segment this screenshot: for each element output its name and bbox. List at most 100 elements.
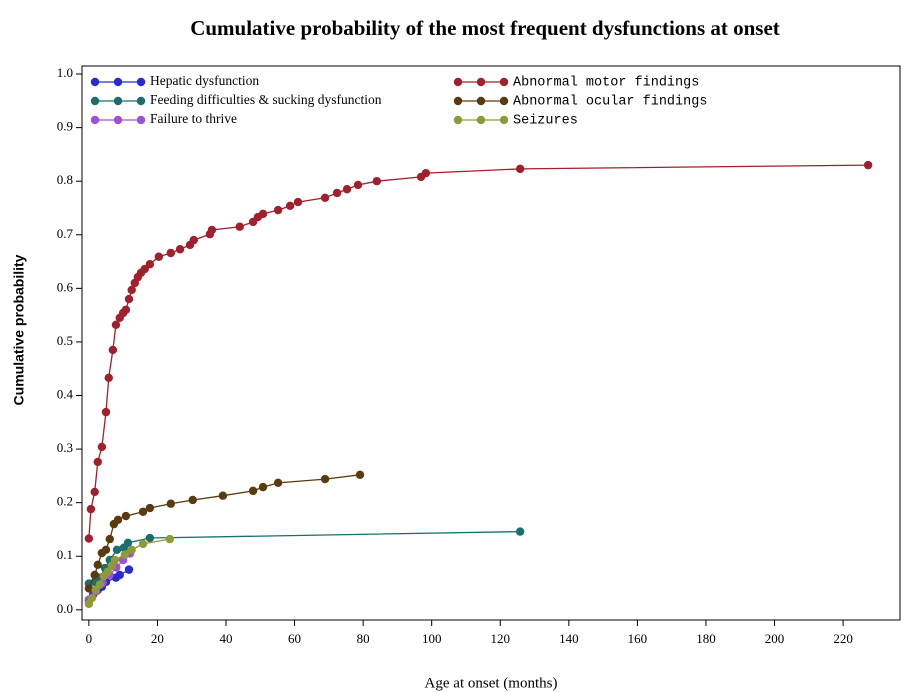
data-point <box>258 482 268 492</box>
y-tick-label: 0.9 <box>57 119 73 134</box>
y-tick-label: 0.3 <box>57 440 73 455</box>
legend-label: Abnormal motor findings <box>513 76 699 91</box>
data-point <box>113 515 123 525</box>
data-point <box>90 570 99 580</box>
data-point <box>165 534 174 544</box>
data-point <box>127 545 136 555</box>
data-point <box>515 527 525 536</box>
data-point <box>121 511 131 521</box>
data-point <box>123 538 133 548</box>
legend-label: Abnormal ocular findings <box>513 95 707 110</box>
data-point <box>320 193 330 203</box>
y-axis-label: Cumulative probability <box>11 254 27 405</box>
data-point <box>145 503 155 513</box>
series-line <box>88 164 869 539</box>
y-tick-label: 0.6 <box>57 279 74 294</box>
x-tick-label: 160 <box>628 631 648 646</box>
data-point <box>285 201 295 211</box>
data-point <box>108 345 118 355</box>
data-point <box>372 176 382 186</box>
data-point <box>235 222 244 231</box>
data-point <box>112 545 122 555</box>
data-point <box>86 504 96 514</box>
x-tick-label: 200 <box>765 631 785 646</box>
legend-marker <box>136 115 146 125</box>
data-point <box>111 320 121 329</box>
legend-marker <box>476 77 486 87</box>
data-point <box>110 555 120 565</box>
data-point <box>97 442 107 452</box>
legend-marker <box>90 96 100 106</box>
legend-marker <box>499 96 509 106</box>
legend-label: Failure to thrive <box>150 111 237 126</box>
data-point <box>189 235 198 245</box>
data-point <box>115 570 124 580</box>
legend-marker <box>90 115 100 125</box>
data-point <box>355 470 365 480</box>
data-point <box>138 539 148 549</box>
data-point <box>95 580 105 589</box>
data-point <box>84 584 94 593</box>
data-point <box>93 560 102 570</box>
y-tick-label: 0.4 <box>57 386 74 401</box>
y-tick-label: 0.7 <box>57 226 74 241</box>
data-point <box>101 407 111 417</box>
x-tick-label: 0 <box>86 631 93 646</box>
legend-marker <box>499 77 509 87</box>
legend-label: Hepatic dysfunction <box>150 73 259 88</box>
plot-frame <box>81 65 901 621</box>
data-point <box>273 205 283 215</box>
legend-marker <box>113 77 123 87</box>
data-point <box>90 487 99 497</box>
data-point <box>175 245 185 254</box>
data-point <box>248 486 258 496</box>
legend-marker <box>136 96 146 106</box>
data-point <box>421 168 431 178</box>
data-point <box>104 373 113 383</box>
legend-marker <box>453 115 463 125</box>
data-point <box>103 567 112 576</box>
data-point <box>127 285 136 295</box>
x-tick-label: 220 <box>833 631 853 646</box>
data-point <box>87 593 97 603</box>
data-point <box>863 160 873 170</box>
data-point <box>84 534 94 543</box>
legend-marker <box>90 77 100 87</box>
legend-marker <box>113 96 123 106</box>
data-point <box>138 507 148 516</box>
data-point <box>188 495 197 505</box>
y-tick-label: 0.5 <box>57 333 73 348</box>
data-point <box>293 197 303 207</box>
data-point <box>515 164 525 174</box>
legend-marker <box>476 96 486 106</box>
data-point <box>258 209 268 219</box>
legend-marker <box>476 115 486 125</box>
chart-title: Cumulative probability of the most frequ… <box>190 16 780 40</box>
data-point <box>166 499 175 508</box>
legend-marker <box>136 77 146 87</box>
x-tick-label: 180 <box>696 631 716 646</box>
data-point <box>320 474 330 484</box>
data-point <box>273 478 283 488</box>
data-point <box>332 188 342 198</box>
data-point <box>105 534 114 544</box>
data-point <box>93 457 102 467</box>
x-axis-label: Age at onset (months) <box>425 675 558 691</box>
data-point <box>145 260 155 269</box>
data-point <box>207 225 217 235</box>
data-point <box>166 248 175 258</box>
y-tick-label: 0.2 <box>57 494 73 509</box>
data-point <box>124 294 134 304</box>
data-point <box>121 305 131 314</box>
legend-marker <box>453 77 463 87</box>
data-point <box>120 550 130 559</box>
x-tick-label: 120 <box>491 631 511 646</box>
x-tick-label: 60 <box>288 631 301 646</box>
data-point <box>101 545 111 555</box>
legend-marker <box>499 115 509 125</box>
data-point <box>145 533 155 543</box>
data-point <box>218 491 228 500</box>
x-tick-label: 80 <box>357 631 370 646</box>
x-tick-label: 140 <box>559 631 579 646</box>
